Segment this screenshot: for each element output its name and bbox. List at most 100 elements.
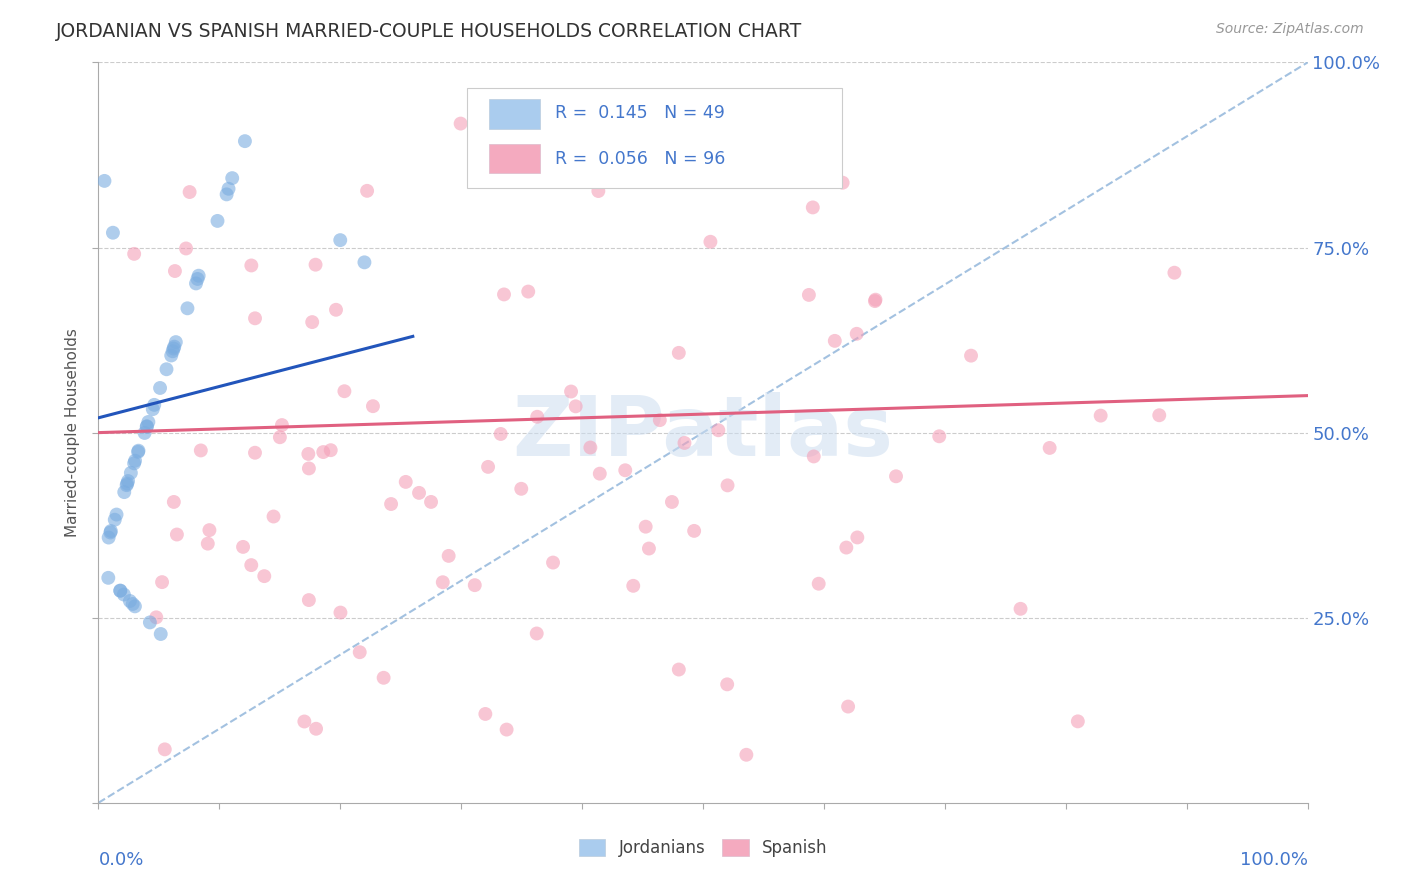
Point bbox=[271, 418, 294, 433]
Point bbox=[325, 302, 347, 317]
Text: Source: ZipAtlas.com: Source: ZipAtlas.com bbox=[1216, 22, 1364, 37]
Point bbox=[100, 525, 122, 540]
Point bbox=[477, 459, 499, 474]
Point bbox=[298, 461, 321, 475]
Point bbox=[179, 185, 201, 199]
Point bbox=[240, 259, 263, 273]
Point bbox=[1010, 602, 1032, 616]
Point bbox=[101, 226, 124, 240]
Point bbox=[134, 425, 156, 440]
Point bbox=[489, 427, 512, 442]
Point bbox=[541, 556, 564, 570]
Point bbox=[269, 430, 291, 444]
Point bbox=[127, 445, 149, 459]
FancyBboxPatch shape bbox=[489, 99, 540, 129]
Point bbox=[579, 441, 602, 455]
Point bbox=[97, 531, 120, 545]
Point bbox=[638, 541, 661, 556]
Point bbox=[495, 723, 517, 737]
Point bbox=[312, 445, 335, 459]
Point bbox=[492, 287, 515, 301]
Point bbox=[150, 575, 173, 590]
Point bbox=[153, 742, 176, 756]
Point bbox=[221, 171, 243, 186]
Point bbox=[97, 571, 120, 585]
Point bbox=[634, 519, 657, 533]
Point bbox=[197, 536, 219, 550]
Point bbox=[104, 513, 127, 527]
Point bbox=[207, 214, 229, 228]
Point bbox=[648, 413, 671, 427]
Point bbox=[333, 384, 356, 399]
Point bbox=[298, 593, 321, 607]
Point bbox=[361, 399, 384, 413]
Point bbox=[301, 315, 323, 329]
Point bbox=[124, 454, 146, 468]
Point bbox=[112, 485, 135, 500]
Point bbox=[356, 184, 378, 198]
Point bbox=[464, 578, 486, 592]
Point bbox=[149, 627, 172, 641]
Point bbox=[699, 235, 721, 249]
Point bbox=[614, 463, 637, 477]
Point bbox=[526, 409, 548, 424]
Point bbox=[797, 288, 820, 302]
Point bbox=[127, 443, 149, 458]
Point bbox=[349, 645, 371, 659]
Point bbox=[110, 583, 132, 598]
Point bbox=[661, 495, 683, 509]
Point bbox=[155, 362, 177, 376]
Point bbox=[165, 335, 187, 350]
Point bbox=[1090, 409, 1112, 423]
Point bbox=[163, 340, 186, 354]
Point bbox=[143, 398, 166, 412]
Point bbox=[846, 531, 869, 545]
Text: ZIPatlas: ZIPatlas bbox=[513, 392, 893, 473]
Point bbox=[408, 486, 430, 500]
Point bbox=[115, 476, 138, 491]
Point bbox=[865, 293, 887, 307]
Point bbox=[329, 606, 352, 620]
Point bbox=[105, 508, 128, 522]
Point bbox=[668, 346, 690, 360]
Point bbox=[621, 579, 644, 593]
Point bbox=[1163, 266, 1185, 280]
Point bbox=[120, 466, 142, 480]
Point bbox=[450, 117, 472, 131]
Point bbox=[160, 349, 183, 363]
Point bbox=[380, 497, 402, 511]
Point bbox=[373, 671, 395, 685]
Point bbox=[162, 344, 184, 359]
Point bbox=[124, 599, 146, 614]
Point bbox=[683, 524, 706, 538]
Point bbox=[1067, 714, 1090, 729]
Point bbox=[218, 182, 240, 196]
Point bbox=[243, 446, 266, 460]
Point bbox=[329, 233, 352, 247]
Y-axis label: Married-couple Households: Married-couple Households bbox=[65, 328, 80, 537]
Point bbox=[837, 699, 859, 714]
Point bbox=[395, 475, 418, 489]
Point bbox=[928, 429, 950, 443]
Point bbox=[517, 285, 540, 299]
Point bbox=[510, 482, 533, 496]
Point bbox=[115, 478, 138, 492]
Point bbox=[292, 714, 315, 729]
Text: JORDANIAN VS SPANISH MARRIED-COUPLE HOUSEHOLDS CORRELATION CHART: JORDANIAN VS SPANISH MARRIED-COUPLE HOUS… bbox=[56, 22, 803, 41]
Point bbox=[831, 176, 853, 190]
Point bbox=[145, 610, 167, 624]
Point bbox=[117, 474, 139, 488]
Point bbox=[297, 447, 319, 461]
Point bbox=[253, 569, 276, 583]
Point bbox=[353, 255, 375, 269]
Point bbox=[166, 527, 188, 541]
Point bbox=[243, 311, 266, 326]
Point bbox=[588, 184, 610, 198]
Point bbox=[187, 268, 209, 283]
Point bbox=[304, 258, 326, 272]
Point bbox=[432, 575, 454, 590]
Point bbox=[1039, 441, 1062, 455]
Point bbox=[845, 326, 868, 341]
Point bbox=[121, 597, 143, 611]
Text: 100.0%: 100.0% bbox=[1240, 851, 1308, 869]
